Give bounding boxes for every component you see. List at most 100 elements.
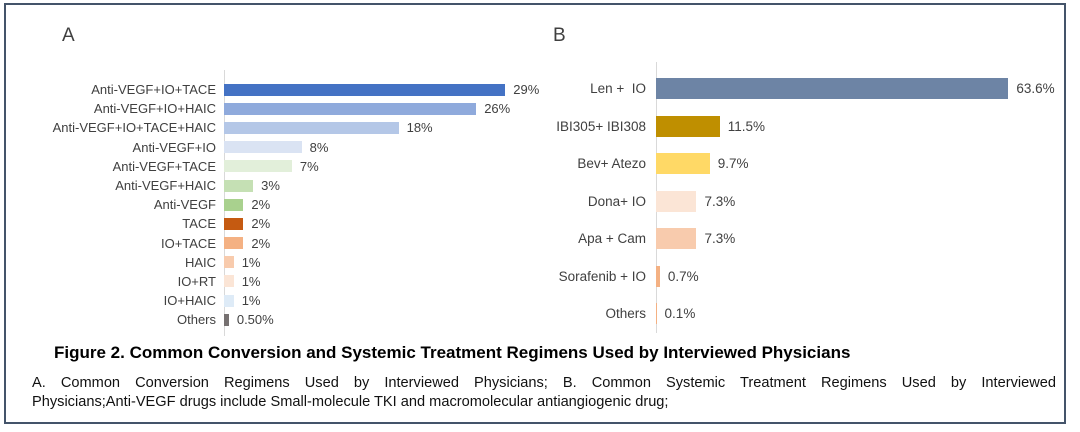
bar-area: 63.6% xyxy=(656,78,1064,100)
category-label: Anti-VEGF xyxy=(153,197,216,213)
chart-a-conversion-regimens: Anti-VEGF+IO+TACE 29% Anti-VEGF+IO+HAIC 26%… xyxy=(6,70,546,336)
chart-row: IO+HAIC 1% xyxy=(6,291,546,310)
bar-area: 11.5% xyxy=(656,115,1064,137)
chart-row: Others 0.1% xyxy=(424,295,1064,333)
category-label: IO+TACE xyxy=(160,235,216,251)
chart-row: IBI305+ IBI308 11.5% xyxy=(424,108,1064,146)
category-label: Anti-VEGF+IO xyxy=(132,139,216,155)
bar xyxy=(656,78,1009,100)
bar xyxy=(224,256,234,269)
caption-line-1: A. Common Conversion Regimens Used by In… xyxy=(32,375,1056,391)
category-label: HAIC xyxy=(184,254,216,270)
caption-line-2: Physicians;Anti-VEGF drugs include Small… xyxy=(32,394,669,410)
panel-b-label: B xyxy=(553,25,566,46)
bar-area: 18% xyxy=(224,120,546,135)
category-label: Sorafenib + IO xyxy=(558,268,646,284)
figure-caption-title: Figure 2. Common Conversion and Systemic… xyxy=(54,343,851,362)
bar xyxy=(224,102,477,115)
value-label: 2% xyxy=(251,235,271,251)
value-label: 11.5% xyxy=(727,118,765,134)
bar xyxy=(224,198,244,211)
chart-row: Anti-VEGF+TACE 7% xyxy=(6,157,546,176)
value-label: 29% xyxy=(513,82,540,98)
category-label: Anti-VEGF+IO+HAIC xyxy=(93,101,216,117)
bar xyxy=(224,237,244,250)
category-label: IO+HAIC xyxy=(163,293,216,309)
bar-area: 26% xyxy=(224,101,546,116)
chart-row: Apa + Cam 7.3% xyxy=(424,220,1064,258)
value-label: 2% xyxy=(251,197,271,213)
chart-row: Len + IO 63.6% xyxy=(424,70,1064,108)
category-label: Anti-VEGF+HAIC xyxy=(115,178,216,194)
value-label: 1% xyxy=(241,273,261,289)
bar xyxy=(656,190,697,212)
value-label: 2% xyxy=(251,216,271,232)
bar-area: 9.7% xyxy=(656,153,1064,175)
value-label: 8% xyxy=(309,139,329,155)
value-label: 7.3% xyxy=(704,231,736,247)
chart-row: Anti-VEGF+IO 8% xyxy=(6,138,546,157)
bar xyxy=(656,303,657,325)
chart-row: Anti-VEGF 2% xyxy=(6,195,546,214)
category-label: Others xyxy=(605,306,646,322)
bar xyxy=(224,217,244,230)
bar-area: 2% xyxy=(224,197,546,212)
chart-row: Dona+ IO 7.3% xyxy=(424,183,1064,221)
bar-area: 7% xyxy=(224,159,546,174)
value-label: 3% xyxy=(261,178,280,194)
bar xyxy=(656,153,710,175)
chart-row: Anti-VEGF+IO+TACE+HAIC 18% xyxy=(6,118,546,137)
bar-area: 1% xyxy=(224,293,546,308)
bar xyxy=(224,141,302,154)
chart-row: Anti-VEGF+HAIC 3% xyxy=(6,176,546,195)
value-label: 18% xyxy=(406,120,433,136)
category-label: Anti-VEGF+IO+TACE+HAIC xyxy=(52,120,216,136)
bar-area: 3% xyxy=(224,178,546,193)
chart-row: Anti-VEGF+IO+HAIC 26% xyxy=(6,99,546,118)
category-label: IBI305+ IBI308 xyxy=(556,118,646,134)
bar-area: 8% xyxy=(224,140,546,155)
bar xyxy=(224,179,254,192)
chart-row: HAIC 1% xyxy=(6,253,546,272)
chart-row: TACE 2% xyxy=(6,214,546,233)
category-label: Apa + Cam xyxy=(578,231,646,247)
bar-area: 7.3% xyxy=(656,228,1064,250)
panel-a-label: A xyxy=(62,25,75,46)
bar xyxy=(656,115,720,137)
category-label: Bev+ Atezo xyxy=(577,156,646,172)
value-label: 7.3% xyxy=(704,193,736,209)
category-label: Dona+ IO xyxy=(587,193,646,209)
bar xyxy=(224,121,399,134)
value-label: 63.6% xyxy=(1016,81,1055,97)
value-label: 0.1% xyxy=(664,306,696,322)
category-label: Anti-VEGF+IO+TACE xyxy=(91,82,216,98)
category-label: IO+RT xyxy=(177,273,216,289)
bar-area: 1% xyxy=(224,255,546,270)
bar xyxy=(224,160,292,173)
bar-area: 0.7% xyxy=(656,265,1064,287)
bar-area: 1% xyxy=(224,274,546,289)
bar xyxy=(224,275,234,288)
chart-row: Others 0.50% xyxy=(6,310,546,329)
value-label: 26% xyxy=(484,101,511,117)
bar-area: 2% xyxy=(224,236,546,251)
bar-area: 0.1% xyxy=(656,303,1064,325)
value-label: 0.7% xyxy=(667,268,699,284)
value-label: 0.50% xyxy=(236,312,274,328)
bar-area: 29% xyxy=(224,82,546,97)
figure-border: A B Anti-VEGF+IO+TACE 29% Anti-VEGF+IO+HAI… xyxy=(4,3,1066,424)
value-label: 9.7% xyxy=(717,156,749,172)
bar xyxy=(224,83,506,96)
value-label: 1% xyxy=(241,293,261,309)
bar xyxy=(656,228,697,250)
bar-area: 7.3% xyxy=(656,190,1064,212)
category-label: Anti-VEGF+TACE xyxy=(112,158,216,174)
bar xyxy=(224,313,229,326)
bar-area: 2% xyxy=(224,216,546,231)
bar-area: 0.50% xyxy=(224,312,546,327)
category-label: Len + IO xyxy=(590,81,646,97)
category-label: Others xyxy=(176,312,216,328)
value-label: 7% xyxy=(299,158,319,174)
chart-row: Anti-VEGF+IO+TACE 29% xyxy=(6,80,546,99)
chart-row: IO+TACE 2% xyxy=(6,234,546,253)
